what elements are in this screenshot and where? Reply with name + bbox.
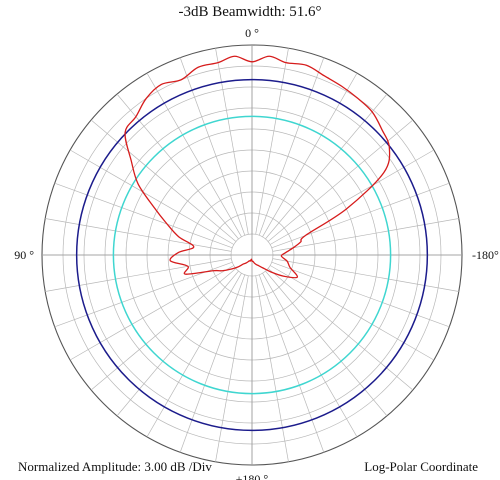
grid-spoke xyxy=(90,268,237,391)
amplitude-scale-label: Normalized Amplitude: 3.00 dB /Div xyxy=(18,459,212,474)
grid-spoke xyxy=(271,261,450,328)
grid-spoke xyxy=(69,265,234,361)
grid-spoke xyxy=(270,149,435,245)
grid-spoke xyxy=(54,261,233,328)
grid-spoke xyxy=(258,57,325,236)
grid-spoke xyxy=(45,218,232,252)
grid-spoke xyxy=(215,48,249,235)
grid-spoke xyxy=(262,273,358,438)
grid-spoke xyxy=(215,275,249,462)
angle-label-bottom: ±180 ° xyxy=(236,472,269,480)
angle-label-right: -180° xyxy=(472,248,499,262)
grid-spoke xyxy=(116,270,239,417)
grid-spoke xyxy=(265,93,388,240)
angle-label-top: 0 ° xyxy=(245,26,259,40)
angle-labels: 0 ° 90 ° -180° ±180 ° xyxy=(14,26,499,480)
coordinate-system-label: Log-Polar Coordinate xyxy=(364,459,478,474)
reference-circles xyxy=(75,78,429,432)
chart-title: -3dB Beamwidth: 51.6° xyxy=(178,4,322,20)
grid-spoke xyxy=(272,218,459,252)
grid-spoke xyxy=(265,270,388,417)
grid-spoke xyxy=(267,268,414,391)
grid-spoke xyxy=(179,57,246,236)
outer-reference-circle xyxy=(75,78,429,432)
grid-spoke xyxy=(146,273,242,438)
grid-spoke xyxy=(272,258,459,292)
grid-spoke xyxy=(116,93,239,240)
grid-spoke xyxy=(255,48,289,235)
grid-spoke xyxy=(90,119,237,242)
inner-reference-circle xyxy=(112,115,392,395)
polar-grid xyxy=(41,44,463,466)
angle-label-left: 90 ° xyxy=(14,248,34,262)
grid-spoke xyxy=(258,274,325,453)
grid-spoke xyxy=(262,72,358,237)
radiation-pattern xyxy=(124,55,391,279)
grid-spoke xyxy=(54,182,233,249)
grid-spoke xyxy=(45,258,232,292)
grid-spoke xyxy=(146,72,242,237)
grid-spoke xyxy=(267,119,414,242)
grid-spoke xyxy=(179,274,246,453)
grid-spoke xyxy=(255,275,289,462)
grid-spoke xyxy=(69,149,234,245)
grid-spoke xyxy=(271,182,450,249)
grid-spoke xyxy=(270,265,435,361)
pattern-line xyxy=(124,55,391,279)
